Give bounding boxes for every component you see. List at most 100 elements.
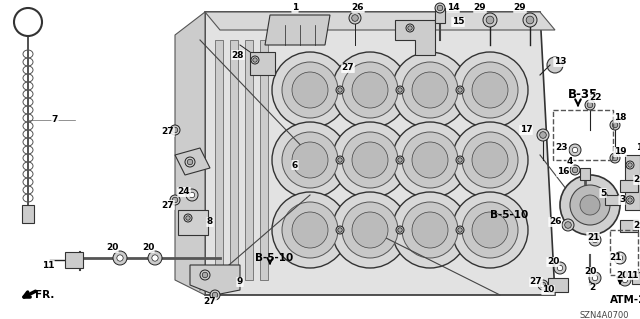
Text: 24: 24 bbox=[178, 188, 190, 197]
Circle shape bbox=[117, 255, 123, 261]
Circle shape bbox=[332, 52, 408, 128]
Text: 20: 20 bbox=[616, 271, 628, 279]
Circle shape bbox=[483, 13, 497, 27]
Text: 27: 27 bbox=[530, 278, 542, 286]
Text: 1: 1 bbox=[292, 4, 298, 12]
Circle shape bbox=[592, 237, 598, 243]
Circle shape bbox=[612, 155, 618, 161]
Bar bbox=[548, 278, 568, 292]
Text: SZN4A0700: SZN4A0700 bbox=[580, 310, 630, 319]
Bar bbox=[230, 40, 238, 280]
Text: B-5-10: B-5-10 bbox=[490, 210, 528, 220]
Circle shape bbox=[342, 62, 398, 118]
Text: 7: 7 bbox=[52, 115, 58, 124]
Circle shape bbox=[292, 142, 328, 178]
Circle shape bbox=[585, 100, 595, 110]
Circle shape bbox=[557, 265, 563, 271]
Text: 8: 8 bbox=[207, 218, 213, 226]
Circle shape bbox=[462, 132, 518, 188]
Circle shape bbox=[338, 158, 342, 162]
Bar bbox=[245, 40, 253, 280]
Circle shape bbox=[292, 72, 328, 108]
Circle shape bbox=[272, 52, 348, 128]
Circle shape bbox=[398, 158, 402, 162]
Circle shape bbox=[456, 156, 464, 164]
Circle shape bbox=[564, 222, 572, 228]
Circle shape bbox=[547, 57, 563, 73]
Text: 20: 20 bbox=[106, 243, 118, 253]
Circle shape bbox=[188, 159, 193, 165]
Bar bbox=[22, 205, 34, 223]
Circle shape bbox=[618, 255, 623, 261]
Circle shape bbox=[589, 234, 601, 246]
Circle shape bbox=[614, 252, 626, 264]
Text: 13: 13 bbox=[554, 57, 566, 66]
Polygon shape bbox=[265, 15, 330, 45]
Circle shape bbox=[569, 144, 581, 156]
Circle shape bbox=[113, 251, 127, 265]
Circle shape bbox=[392, 122, 468, 198]
Circle shape bbox=[200, 270, 210, 280]
Text: 22: 22 bbox=[589, 93, 601, 102]
Circle shape bbox=[185, 157, 195, 167]
Text: B-5-10: B-5-10 bbox=[255, 253, 293, 263]
Text: 26: 26 bbox=[352, 4, 364, 12]
Text: 17: 17 bbox=[520, 125, 532, 135]
Text: 20: 20 bbox=[584, 268, 596, 277]
Bar bbox=[620, 220, 638, 232]
Circle shape bbox=[338, 88, 342, 92]
Circle shape bbox=[398, 88, 402, 92]
Text: ATM-2: ATM-2 bbox=[610, 295, 640, 305]
Text: 3: 3 bbox=[619, 196, 625, 204]
Circle shape bbox=[540, 132, 547, 138]
Circle shape bbox=[538, 280, 548, 290]
Text: 28: 28 bbox=[232, 50, 244, 60]
Text: 23: 23 bbox=[556, 144, 568, 152]
Circle shape bbox=[412, 212, 448, 248]
Text: FR.: FR. bbox=[35, 290, 54, 300]
Circle shape bbox=[589, 272, 601, 284]
Text: 20: 20 bbox=[142, 243, 154, 253]
Circle shape bbox=[170, 125, 180, 135]
Bar bbox=[435, 8, 445, 23]
Circle shape bbox=[342, 132, 398, 188]
Circle shape bbox=[626, 161, 634, 169]
Circle shape bbox=[352, 212, 388, 248]
Circle shape bbox=[610, 153, 620, 163]
Circle shape bbox=[170, 195, 180, 205]
Circle shape bbox=[352, 142, 388, 178]
Circle shape bbox=[408, 26, 412, 30]
Text: 25: 25 bbox=[634, 175, 640, 184]
Polygon shape bbox=[625, 155, 640, 210]
Text: 12: 12 bbox=[636, 144, 640, 152]
Text: 4: 4 bbox=[567, 158, 573, 167]
Circle shape bbox=[172, 197, 178, 203]
Circle shape bbox=[352, 15, 358, 21]
Text: 19: 19 bbox=[614, 147, 627, 157]
Circle shape bbox=[402, 202, 458, 258]
Text: 27: 27 bbox=[162, 128, 174, 137]
Circle shape bbox=[570, 165, 580, 175]
Circle shape bbox=[458, 88, 462, 92]
Text: 16: 16 bbox=[557, 167, 569, 176]
Circle shape bbox=[336, 156, 344, 164]
Circle shape bbox=[253, 58, 257, 62]
Circle shape bbox=[554, 262, 566, 274]
Circle shape bbox=[272, 192, 348, 268]
Polygon shape bbox=[395, 20, 435, 55]
Text: 27: 27 bbox=[342, 63, 355, 72]
Circle shape bbox=[152, 255, 158, 261]
Circle shape bbox=[342, 202, 398, 258]
Circle shape bbox=[392, 52, 468, 128]
Bar bbox=[178, 210, 208, 235]
Circle shape bbox=[282, 132, 338, 188]
Circle shape bbox=[412, 142, 448, 178]
Text: 27: 27 bbox=[162, 201, 174, 210]
Circle shape bbox=[412, 72, 448, 108]
Circle shape bbox=[523, 13, 537, 27]
Circle shape bbox=[628, 163, 632, 167]
Text: 27: 27 bbox=[204, 298, 216, 307]
Text: 6: 6 bbox=[292, 160, 298, 169]
Circle shape bbox=[349, 12, 361, 24]
Circle shape bbox=[526, 16, 534, 24]
